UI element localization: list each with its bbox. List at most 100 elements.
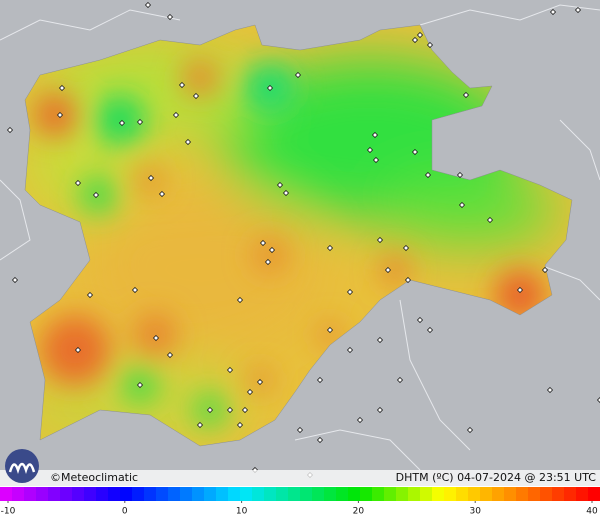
scale-swatch	[336, 487, 349, 501]
scale-swatch	[432, 487, 445, 501]
station	[86, 291, 94, 299]
scale-swatch	[120, 487, 133, 501]
station	[266, 84, 274, 92]
scale-swatch	[348, 487, 361, 501]
station	[136, 381, 144, 389]
scale-swatch	[588, 487, 600, 501]
scale-swatch	[240, 487, 253, 501]
station	[226, 406, 234, 414]
station	[264, 258, 272, 266]
station	[58, 84, 66, 92]
scale-tick-label: 0	[122, 507, 128, 517]
station	[416, 31, 424, 39]
scale-swatch	[516, 487, 529, 501]
station	[136, 118, 144, 126]
station	[158, 190, 166, 198]
station	[246, 388, 254, 396]
station	[294, 71, 302, 79]
scale-swatch	[12, 487, 25, 501]
scale-swatch	[324, 487, 337, 501]
scale-swatch	[360, 487, 373, 501]
scale-swatch	[60, 487, 73, 501]
station	[131, 286, 139, 294]
scale-swatch	[564, 487, 577, 501]
station	[6, 126, 14, 134]
station	[226, 366, 234, 374]
scale-swatch	[0, 487, 13, 501]
station	[376, 336, 384, 344]
station	[346, 288, 354, 296]
scale-swatch	[492, 487, 505, 501]
station	[118, 119, 126, 127]
station	[326, 326, 334, 334]
station	[241, 406, 249, 414]
scale-swatch	[312, 487, 325, 501]
scale-swatch	[180, 487, 193, 501]
scale-swatch	[24, 487, 37, 501]
station	[144, 1, 152, 9]
scale-swatch	[156, 487, 169, 501]
scale-swatch	[168, 487, 181, 501]
scale-swatch	[420, 487, 433, 501]
station	[574, 6, 582, 14]
station	[366, 146, 374, 154]
scale-tick-label: 40	[586, 507, 598, 517]
station	[74, 346, 82, 354]
station	[206, 406, 214, 414]
scale-swatch	[528, 487, 541, 501]
scale-swatch	[480, 487, 493, 501]
station	[152, 334, 160, 342]
station	[416, 316, 424, 324]
scale-swatch	[396, 487, 409, 501]
caption: DHTM (ºC) 04-07-2024 @ 23:51 UTC	[396, 471, 597, 484]
station	[276, 181, 284, 189]
borders	[0, 4, 600, 471]
station	[546, 386, 554, 394]
station	[384, 266, 392, 274]
scale-swatch	[252, 487, 265, 501]
station	[259, 239, 267, 247]
scale-swatch	[552, 487, 565, 501]
scale-tick-label: 30	[469, 507, 481, 517]
scale-swatch	[264, 487, 277, 501]
station	[458, 201, 466, 209]
station	[346, 346, 354, 354]
credit: ©Meteoclimatic	[50, 471, 138, 484]
scale-swatch	[504, 487, 517, 501]
station	[372, 156, 380, 164]
scale-swatch	[576, 487, 589, 501]
station	[11, 276, 19, 284]
station	[178, 81, 186, 89]
scale-swatch	[540, 487, 553, 501]
station	[236, 421, 244, 429]
station	[404, 276, 412, 284]
station	[166, 351, 174, 359]
scale-swatch	[96, 487, 109, 501]
scale-tick-label: -10	[1, 507, 16, 517]
scale-swatch	[228, 487, 241, 501]
scale-swatch	[456, 487, 469, 501]
station	[196, 421, 204, 429]
station	[549, 8, 557, 16]
station	[466, 426, 474, 434]
station	[147, 174, 155, 182]
scale-tick-label: 10	[236, 507, 248, 517]
station	[376, 406, 384, 414]
station	[411, 148, 419, 156]
station	[426, 41, 434, 49]
scale-swatch	[36, 487, 49, 501]
scale-swatch	[288, 487, 301, 501]
station	[411, 36, 419, 44]
scale-swatch	[300, 487, 313, 501]
station	[516, 286, 524, 294]
station	[424, 171, 432, 179]
scale-swatch	[204, 487, 217, 501]
station	[402, 244, 410, 252]
station	[296, 426, 304, 434]
station	[462, 91, 470, 99]
scale-swatch	[468, 487, 481, 501]
scale-swatch	[72, 487, 85, 501]
scale-swatch	[384, 487, 397, 501]
station	[236, 296, 244, 304]
